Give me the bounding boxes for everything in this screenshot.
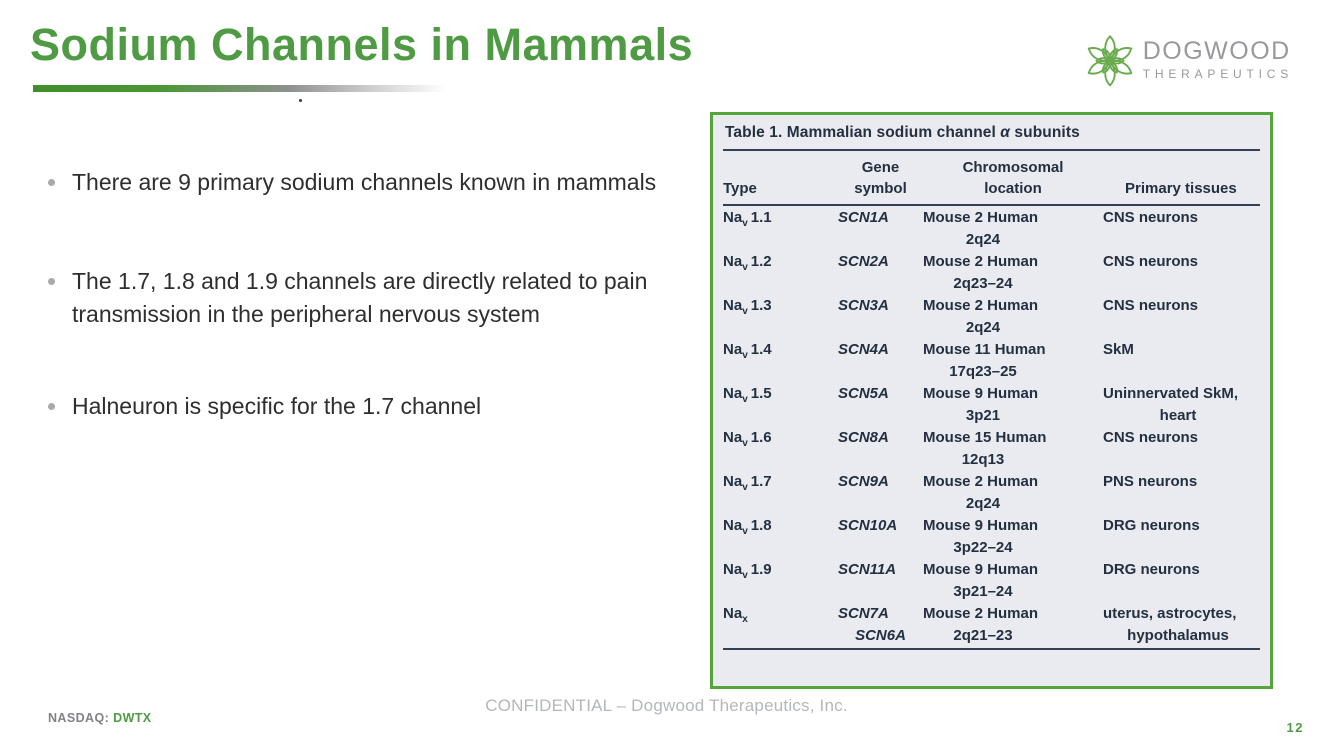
table-row: Nav 1.3 SCN3A Mouse 2 Human 2q24 CNS neurons [723, 294, 1260, 338]
primary-tissues: CNS neurons [1103, 297, 1199, 314]
primary-tissues: CNS neurons [1103, 209, 1199, 226]
gene-symbol: SCN9A [838, 473, 889, 490]
dogwood-flower-icon [1081, 30, 1139, 88]
bullet-text: There are 9 primary sodium channels know… [72, 169, 657, 195]
gene-symbol: SCN7A SCN6A [838, 605, 906, 644]
gene-symbol: SCN3A [838, 297, 889, 314]
logo-subtitle: THERAPEUTICS [1142, 66, 1293, 81]
channel-type: Nav 1.6 [723, 429, 772, 449]
primary-tissues: PNS neurons [1103, 473, 1198, 490]
bullet-item: The 1.7, 1.8 and 1.9 channels are direct… [48, 265, 663, 331]
table-header-row: Type Gene symbol Chromosomal location Primary… [723, 151, 1260, 206]
chromosomal-location: Mouse 2 Human 2q23–24 [923, 253, 1039, 292]
table-row: Nav 1.4 SCN4A Mouse 11 Human 17q23–25 SkM [723, 338, 1260, 382]
chromosomal-location: Mouse 9 Human 3p21–24 [923, 561, 1039, 600]
table-bottom-rule [723, 648, 1260, 650]
company-logo: DOGWOOD THERAPEUTICS [1081, 30, 1293, 88]
bullet-text: Halneuron is specific for the 1.7 channe… [72, 392, 482, 419]
page-title: Sodium Channels in Mammals [30, 19, 694, 70]
bullet-text: The 1.7, 1.8 and 1.9 channels are direct… [72, 267, 648, 327]
primary-tissues: CNS neurons [1103, 253, 1199, 270]
channel-type: Nav 1.5 [723, 385, 772, 405]
alpha-symbol: α [1000, 124, 1011, 141]
primary-tissues: uterus, astrocytes, hypothalamus [1103, 605, 1237, 644]
stray-dot [299, 99, 302, 102]
table-row: Nav 1.7 SCN9A Mouse 2 Human 2q24 PNS neurons [723, 470, 1260, 514]
chromosomal-location: Mouse 2 Human 2q24 [923, 297, 1039, 336]
channel-type: Nav 1.9 [723, 561, 772, 581]
chromosomal-location: Mouse 9 Human 3p21 [923, 385, 1039, 424]
gene-symbol: SCN11A [838, 561, 897, 578]
channel-type: Nav 1.2 [723, 253, 772, 273]
logo-wordmark: DOGWOOD THERAPEUTICS [1142, 36, 1293, 81]
gene-symbol: SCN8A [838, 429, 889, 446]
ticker-symbol: DWTX [113, 711, 152, 725]
chromosomal-location: Mouse 11 Human 17q23–25 [923, 341, 1046, 380]
table-row: Nax SCN7A SCN6A Mouse 2 Human 2q21–23 uterus,… [723, 602, 1260, 646]
gene-symbol: SCN5A [838, 385, 889, 402]
table-row: Nav 1.5 SCN5A Mouse 9 Human 3p21 Uninnervate… [723, 382, 1260, 426]
table-title: Table 1. Mammalian sodium channel α subu… [723, 115, 1260, 151]
channel-type: Nav 1.8 [723, 517, 772, 537]
gene-symbol: SCN2A [838, 253, 889, 270]
bullet-item: There are 9 primary sodium channels know… [48, 166, 663, 199]
chromosomal-location: Mouse 15 Human 12q13 [923, 429, 1047, 468]
bullet-item: Halneuron is specific for the 1.7 channe… [48, 390, 663, 423]
chromosomal-location: Mouse 9 Human 3p22–24 [923, 517, 1039, 556]
title-underline-bar [33, 85, 447, 92]
primary-tissues: DRG neurons [1103, 517, 1200, 534]
channel-type: Nav 1.3 [723, 297, 772, 317]
gene-symbol: SCN10A [838, 517, 898, 534]
gene-symbol: SCN1A [838, 209, 889, 226]
channel-type: Nav 1.4 [723, 341, 772, 361]
page-number: 12 [1286, 720, 1304, 735]
bullet-dot-icon [48, 402, 55, 410]
column-header: Type [723, 180, 757, 197]
nasdaq-label: NASDAQ: [48, 711, 110, 725]
table-row: Nav 1.9 SCN11A Mouse 9 Human 3p21–24 DRG neu… [723, 558, 1260, 602]
table-row: Nav 1.1 SCN1A Mouse 2 Human 2q24 CNS neurons [723, 206, 1260, 250]
table-body: Nav 1.1 SCN1A Mouse 2 Human 2q24 CNS neurons… [723, 206, 1260, 646]
chromosomal-location: Mouse 2 Human 2q21–23 [923, 605, 1039, 644]
column-header: Gene symbol [854, 159, 907, 197]
primary-tissues: SkM [1103, 341, 1134, 358]
primary-tissues: DRG neurons [1103, 561, 1200, 578]
bullet-dot-icon [48, 277, 55, 285]
column-header: Primary tissues [1125, 180, 1237, 197]
table-row: Nav 1.8 SCN10A Mouse 9 Human 3p22–24 DRG neu… [723, 514, 1260, 558]
sodium-channel-table: Table 1. Mammalian sodium channel α subu… [710, 112, 1273, 689]
chromosomal-location: Mouse 2 Human 2q24 [923, 473, 1039, 512]
chromosomal-location: Mouse 2 Human 2q24 [923, 209, 1039, 248]
channel-type: Nav 1.7 [723, 473, 772, 493]
gene-symbol: SCN4A [838, 341, 889, 358]
bullet-list: There are 9 primary sodium channels know… [48, 166, 663, 423]
table-row: Nav 1.2 SCN2A Mouse 2 Human 2q23–24 CNS neur… [723, 250, 1260, 294]
channel-type: Nax [723, 605, 748, 625]
bullet-dot-icon [48, 179, 55, 186]
primary-tissues: Uninnervated SkM, heart [1103, 385, 1239, 424]
logo-name: DOGWOOD [1142, 36, 1291, 65]
column-header: Chromosomal location [962, 159, 1064, 197]
primary-tissues: CNS neurons [1103, 429, 1199, 446]
channel-type: Nav 1.1 [723, 209, 772, 229]
table-row: Nav 1.6 SCN8A Mouse 15 Human 12q13 CNS neuro… [723, 426, 1260, 470]
confidential-notice: CONFIDENTIAL – Dogwood Therapeutics, Inc… [485, 696, 848, 715]
nasdaq-ticker: NASDAQ: DWTX [48, 711, 152, 725]
